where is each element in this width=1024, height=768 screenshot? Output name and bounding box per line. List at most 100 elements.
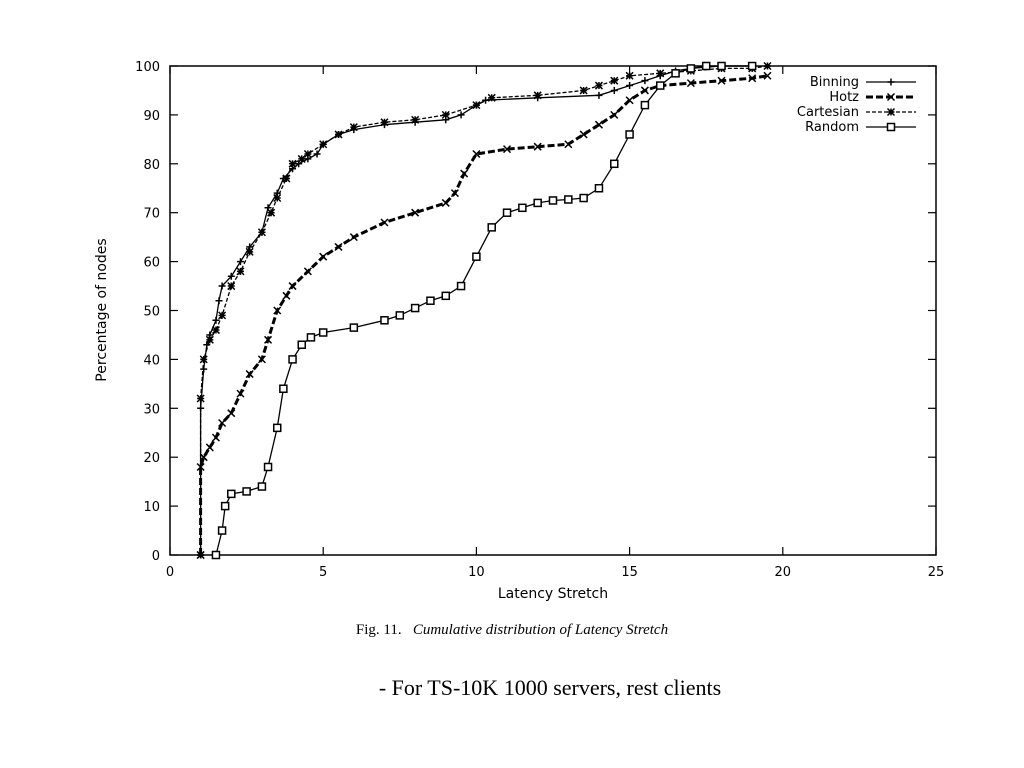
data-point-x <box>460 169 469 178</box>
data-point-square <box>410 303 420 313</box>
data-point-x <box>533 142 542 151</box>
data-point-square <box>380 316 389 325</box>
data-point-square <box>594 184 604 193</box>
data-point-x <box>288 282 297 291</box>
data-point-square <box>395 311 405 320</box>
data-point-square <box>472 252 481 261</box>
slide-note: - For TS-10K 1000 servers, rest clients <box>378 675 722 700</box>
data-point-x <box>211 433 220 442</box>
data-point-star <box>257 228 266 237</box>
data-point-x <box>218 418 227 428</box>
series-line <box>199 65 753 555</box>
data-point-plus <box>236 258 244 266</box>
data-point-x <box>349 233 358 242</box>
data-point-star <box>610 76 619 85</box>
data-point-x <box>264 335 273 344</box>
data-point-x <box>640 86 649 95</box>
data-point-star <box>472 101 481 110</box>
x-tick-label: 15 <box>621 565 638 580</box>
series-hotz <box>196 71 772 560</box>
data-point-square <box>655 81 665 90</box>
data-point-x <box>625 96 634 105</box>
data-point-star <box>533 91 542 100</box>
data-point-plus <box>626 82 634 90</box>
series-cartesian <box>196 61 772 560</box>
data-point-plus <box>313 150 321 158</box>
data-point-square <box>306 333 316 342</box>
data-point-square <box>548 196 558 205</box>
data-point-star <box>282 174 291 183</box>
data-point-x <box>236 389 245 398</box>
data-point-square <box>217 526 227 535</box>
data-point-star <box>236 267 245 276</box>
y-tick-label: 90 <box>143 109 160 124</box>
data-point-star <box>625 71 634 80</box>
y-tick-label: 100 <box>135 60 160 75</box>
data-point-x <box>594 120 603 129</box>
plot-frame <box>169 65 937 556</box>
data-point-star <box>227 282 236 291</box>
x-tick-label: 20 <box>775 565 792 580</box>
data-point-x <box>564 140 573 149</box>
data-point-star <box>319 140 328 149</box>
data-point-x <box>303 267 312 276</box>
y-tick-label: 60 <box>143 256 160 271</box>
data-point-square <box>518 203 527 213</box>
y-tick-label: 0 <box>152 549 160 564</box>
data-point-square <box>349 323 359 332</box>
data-point-square <box>747 61 757 71</box>
y-tick-label: 40 <box>143 353 160 368</box>
data-point-plus <box>218 282 226 290</box>
data-point-square <box>426 296 435 305</box>
x-tick-label: 25 <box>928 565 945 580</box>
data-point-square <box>456 281 466 291</box>
data-point-square <box>701 61 711 71</box>
data-point-square <box>610 159 619 169</box>
y-tick-label: 10 <box>143 500 160 515</box>
data-point-star <box>487 93 496 102</box>
y-tick-label: 30 <box>143 402 160 417</box>
y-tick-label: 20 <box>143 451 160 466</box>
data-point-square <box>272 423 282 433</box>
data-point-square <box>564 195 573 204</box>
caption-text: Cumulative distribution of Latency Stret… <box>412 622 669 638</box>
y-tick-label: 70 <box>143 207 160 222</box>
series-line <box>199 74 768 555</box>
data-point-square <box>671 69 680 78</box>
data-point-square <box>257 482 267 491</box>
data-point-square <box>717 61 726 71</box>
data-point-star <box>297 154 306 163</box>
data-point-square <box>533 198 542 208</box>
data-point-square <box>502 208 512 217</box>
legend-label: Cartesian <box>797 105 859 120</box>
data-point-square <box>297 340 307 349</box>
data-point-x <box>257 355 266 364</box>
data-point-x <box>380 218 389 227</box>
data-point-x <box>199 453 208 462</box>
data-point-star <box>288 159 297 168</box>
x-axis-title: Latency Stretch <box>498 586 608 602</box>
data-point-plus <box>610 86 618 94</box>
data-point-star <box>245 247 254 256</box>
data-point-plus <box>887 78 895 86</box>
caption-prefix: Fig. 11. <box>355 622 402 638</box>
data-point-star <box>196 394 205 403</box>
legend-label: Hotz <box>829 90 859 105</box>
data-point-square <box>220 501 230 511</box>
axis-ticks: 0 5 10 15 20 25 0 10 20 30 40 50 60 70 80 90 100 <box>135 60 944 580</box>
data-point-star <box>349 123 358 132</box>
series-random <box>211 61 757 560</box>
series-line <box>215 65 753 556</box>
data-point-star <box>763 61 772 71</box>
data-point-x <box>450 189 459 198</box>
data-point-x <box>686 79 695 88</box>
data-point-square <box>318 328 328 337</box>
data-point-plus <box>641 77 649 85</box>
series-layer <box>196 61 772 560</box>
latency-stretch-chart: 0 5 10 15 20 25 0 10 20 30 40 50 60 70 80 90 100 Binning… <box>94 60 944 602</box>
figure-caption: Fig. 11. Cumulative distribution of Late… <box>0 622 1024 639</box>
legend-label: Binning <box>810 75 859 90</box>
data-point-x <box>319 252 328 261</box>
data-point-square <box>288 355 297 364</box>
